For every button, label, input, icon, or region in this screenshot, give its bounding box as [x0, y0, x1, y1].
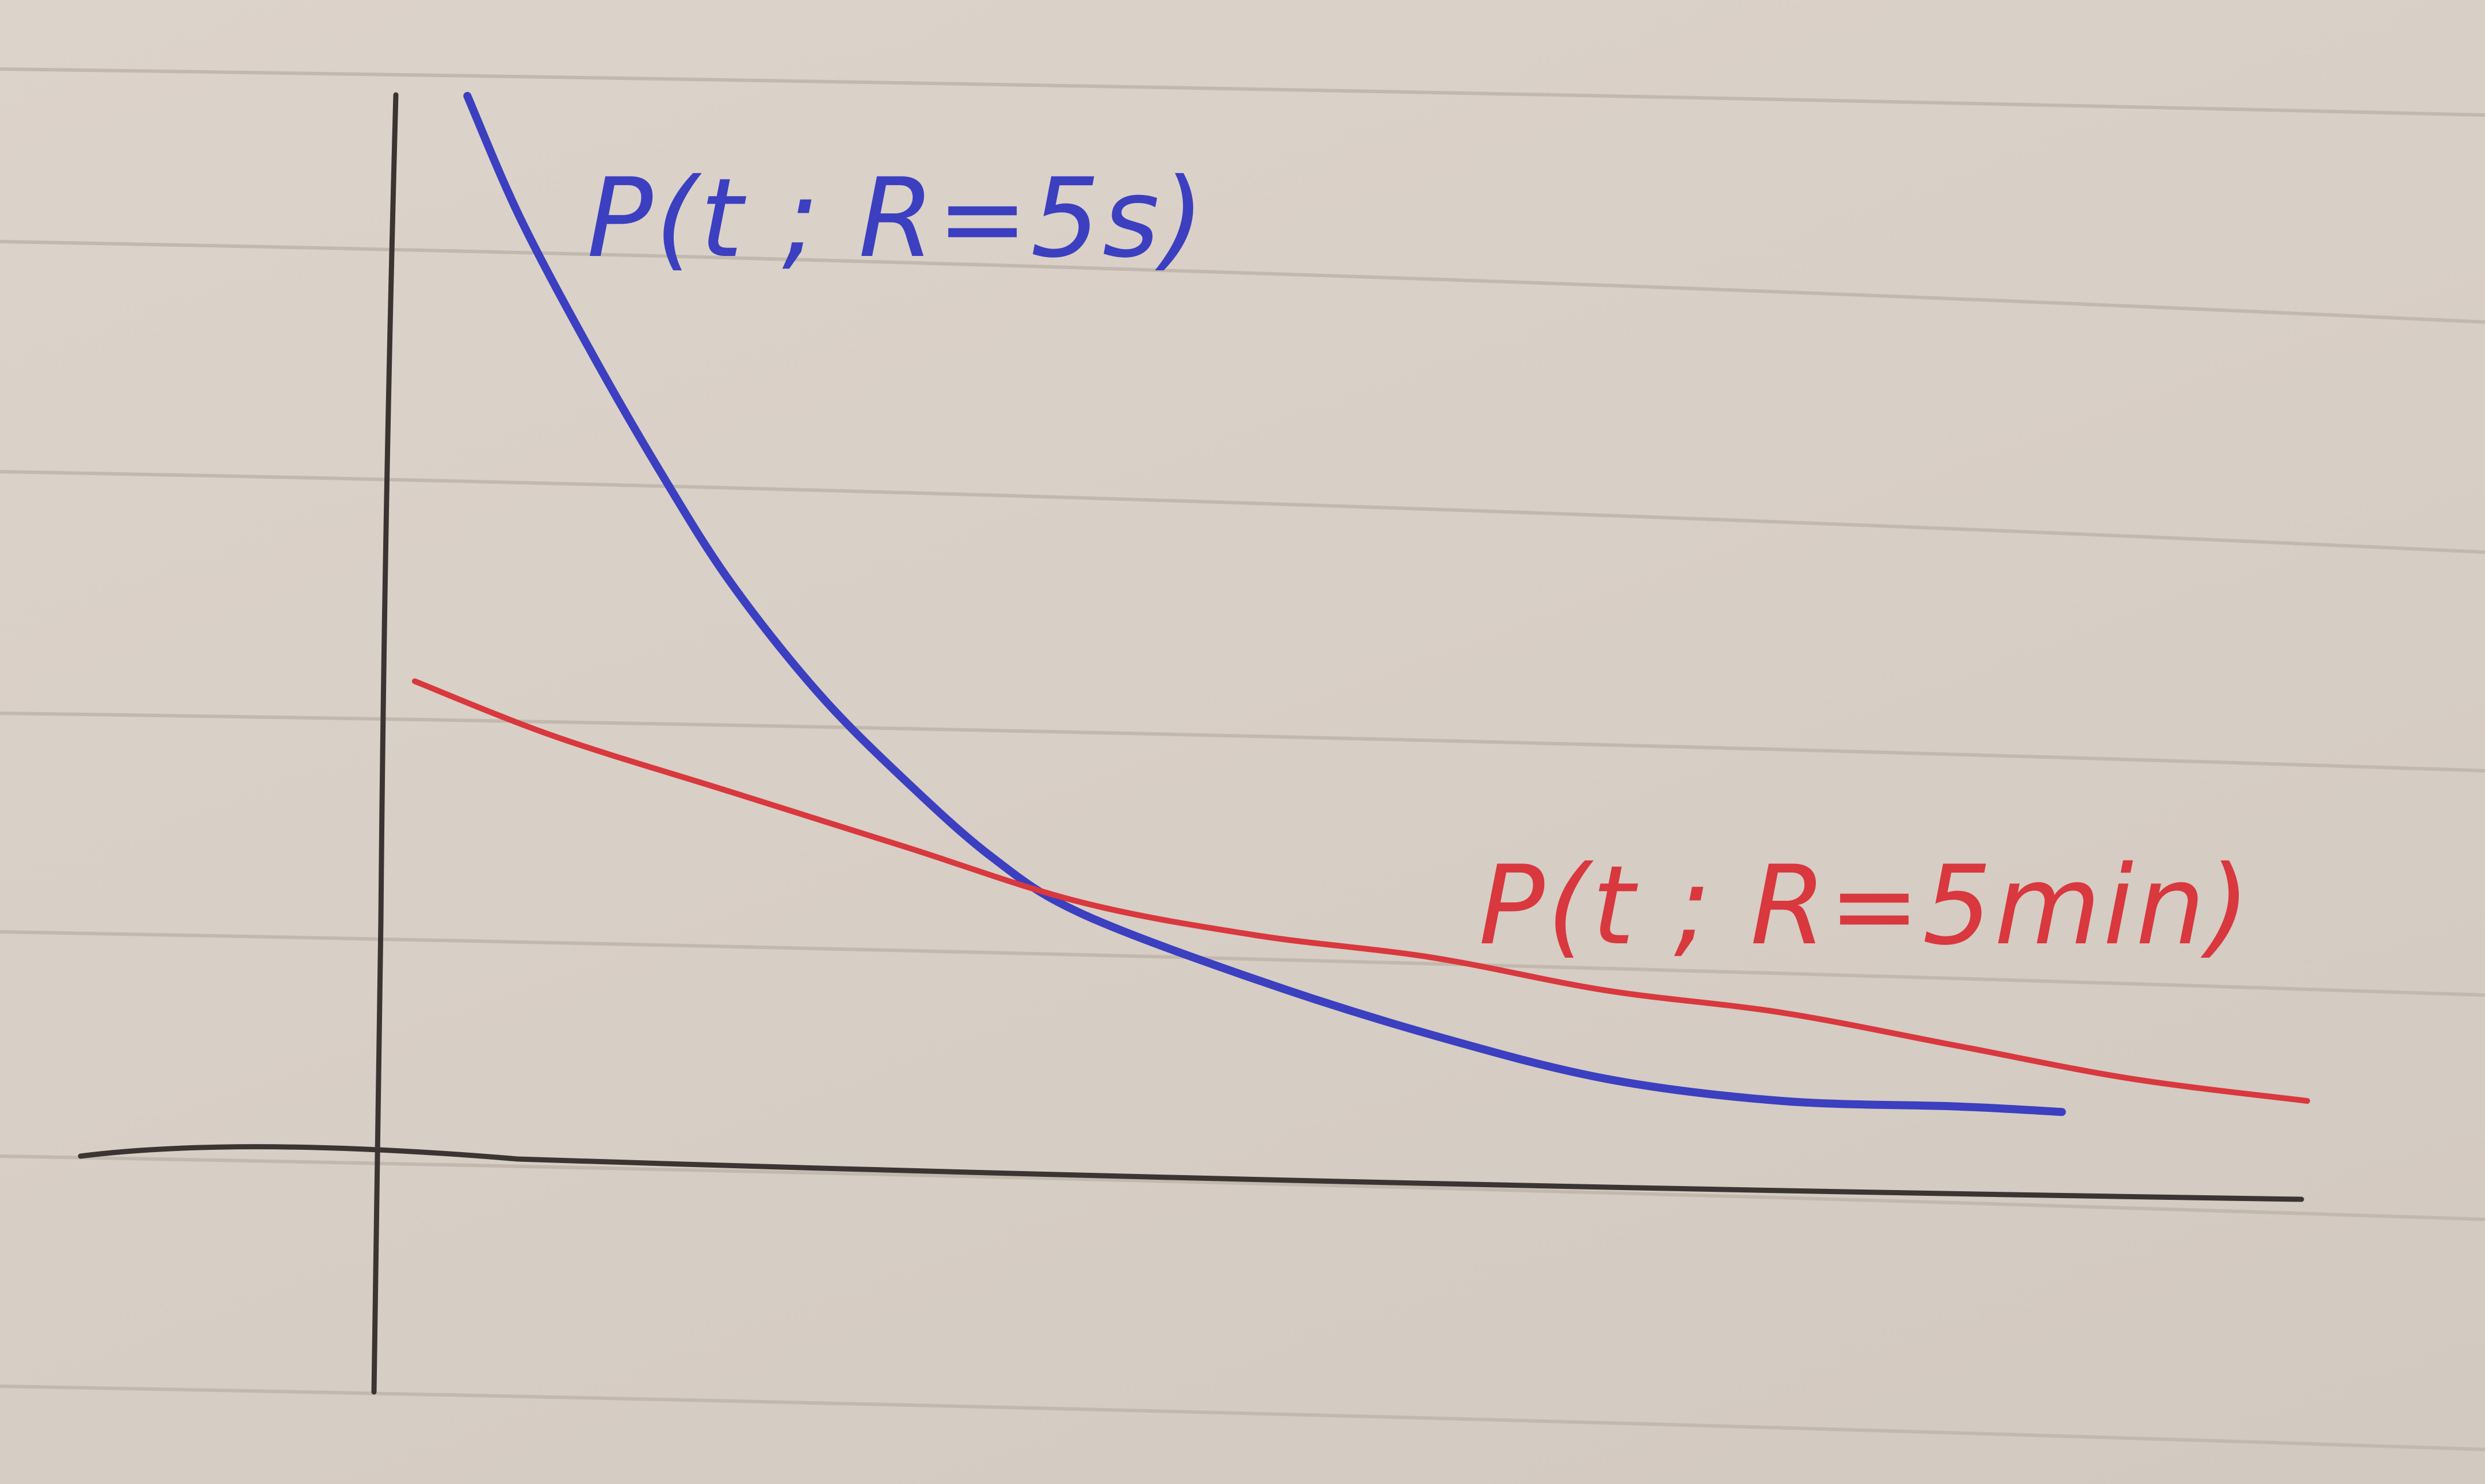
ruled-line [0, 1384, 2485, 1451]
ruled-line [0, 712, 2485, 772]
ruled-line [0, 240, 2485, 324]
x-axis [78, 1144, 2304, 1202]
ruled-line [0, 67, 2485, 117]
series-label-1: P(t ; R=5s) [587, 155, 1207, 282]
y-axis [371, 92, 399, 1395]
series-layer [411, 91, 2310, 1116]
ruled-line [0, 1154, 2485, 1221]
ruled-line [0, 930, 2485, 997]
axes [78, 92, 2304, 1395]
ruled-lines [0, 67, 2485, 1451]
ruled-line [0, 470, 2485, 554]
label-layer: P(t ; R=5s) P(t ; R=5min) [587, 155, 2253, 969]
series-line-1 [463, 91, 2066, 1116]
series-label-2: P(t ; R=5min) [1479, 842, 2253, 969]
series-line-2 [411, 678, 2310, 1104]
